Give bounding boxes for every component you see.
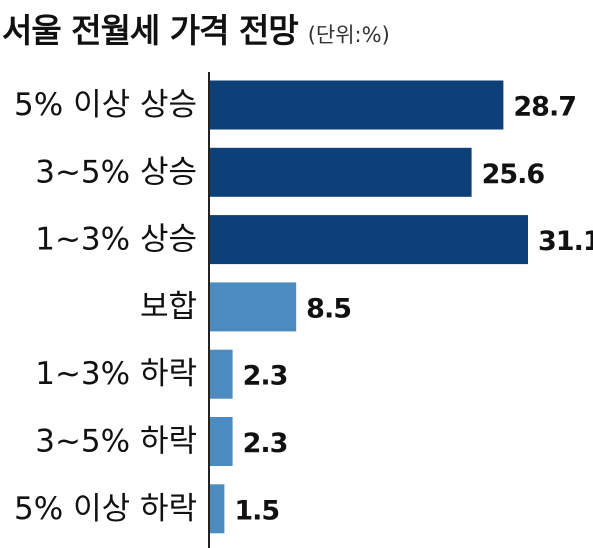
chart-title: 서울 전월세 가격 전망 [2,11,299,50]
category-label: 3~5% 하락 [35,424,197,460]
bar [209,215,528,265]
category-label: 3~5% 상승 [35,154,197,190]
value-label: 2.3 [243,428,288,459]
value-label: 25.6 [482,159,545,190]
value-label: 8.5 [306,293,351,324]
value-label: 31.1 [538,226,593,257]
bar [209,282,297,332]
bar [209,417,233,466]
bar [209,484,225,534]
category-label: 5% 이상 상승 [14,87,197,123]
category-label: 보합 [140,289,197,325]
bar [209,349,233,399]
category-label: 5% 이상 하락 [14,491,197,527]
value-label: 28.7 [513,92,576,123]
category-label: 1~3% 하락 [35,356,197,392]
chart-header: 서울 전월세 가격 전망 (단위:%) [2,4,390,52]
bar [209,80,504,130]
chart-unit: (단위:%) [307,23,390,47]
bar [209,147,472,197]
value-label: 2.3 [243,361,288,392]
category-label: 1~3% 상승 [35,222,197,258]
value-label: 1.5 [234,495,279,526]
